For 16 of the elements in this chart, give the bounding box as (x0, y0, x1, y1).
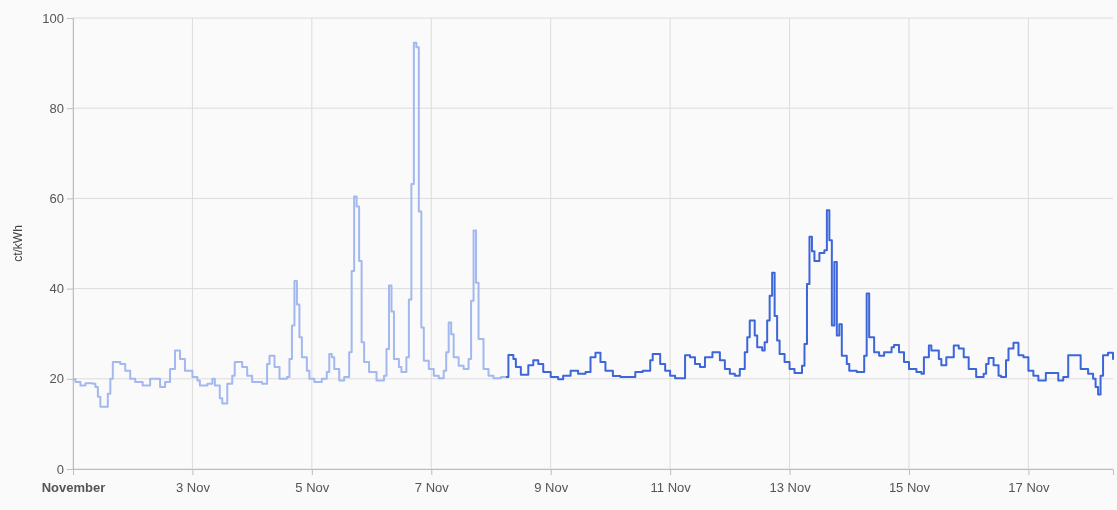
y-tick-label: 60 (49, 191, 64, 207)
x-tick-label: 5 Nov (295, 480, 330, 496)
y-axis-title: ct/kWh (11, 225, 25, 262)
y-tick-label: 20 (49, 371, 64, 387)
x-tick-label: 11 Nov (650, 480, 692, 496)
y-tick-label: 80 (49, 100, 64, 116)
x-tick-label: November (41, 480, 106, 496)
x-tick-label: 17 Nov (1008, 480, 1050, 496)
y-tick-label: 0 (56, 461, 64, 477)
x-tick-label: 3 Nov (175, 480, 211, 496)
x-tick-label: 15 Nov (888, 480, 931, 496)
x-tick-label: 9 Nov (534, 480, 569, 496)
y-tick-label: 40 (49, 281, 64, 297)
x-tick-label: 13 Nov (769, 480, 812, 496)
y-tick-label: 100 (42, 10, 64, 26)
x-tick-label: 7 Nov (414, 480, 450, 496)
